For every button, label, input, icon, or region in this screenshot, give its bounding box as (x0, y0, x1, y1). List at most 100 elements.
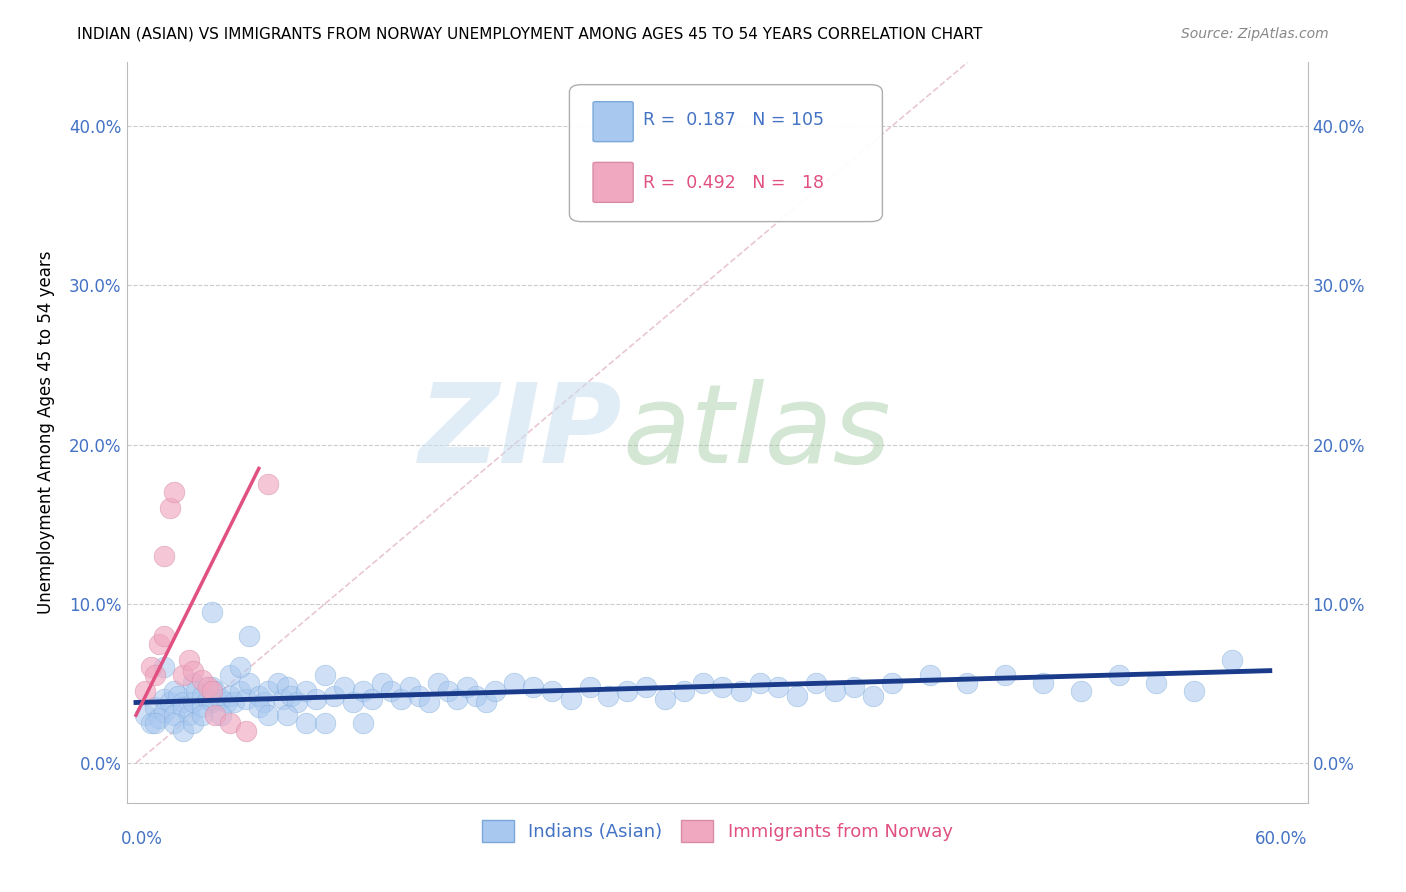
Point (238, 676, 260, 690)
Point (143, 700, 166, 714)
Text: atlas: atlas (623, 379, 891, 486)
Point (172, 696, 194, 710)
Point (191, 700, 214, 714)
Point (824, 684, 846, 698)
Point (139, 660, 162, 674)
Point (560, 692, 582, 706)
Point (219, 689, 242, 703)
Point (238, 629, 260, 643)
Point (352, 716, 374, 731)
Point (172, 700, 194, 714)
Point (273, 692, 295, 706)
Point (159, 501, 181, 516)
Point (956, 676, 979, 690)
Point (333, 680, 356, 694)
Point (172, 668, 194, 682)
Text: 60.0%: 60.0% (1256, 830, 1308, 847)
Point (139, 716, 162, 731)
Point (166, 689, 188, 703)
Point (153, 629, 176, 643)
Point (267, 676, 290, 690)
Point (257, 708, 280, 723)
Point (200, 680, 222, 694)
Point (181, 676, 204, 690)
Point (181, 696, 204, 710)
Point (994, 668, 1017, 682)
Point (153, 549, 176, 563)
Point (134, 708, 156, 723)
Point (181, 716, 204, 731)
Point (484, 684, 506, 698)
Point (352, 684, 374, 698)
Point (342, 696, 364, 710)
Point (295, 684, 318, 698)
Point (143, 668, 166, 682)
Point (219, 716, 242, 731)
Point (229, 684, 252, 698)
FancyBboxPatch shape (593, 102, 633, 142)
Point (503, 676, 526, 690)
Point (672, 684, 695, 698)
Point (446, 692, 468, 706)
Point (191, 673, 214, 688)
Point (806, 676, 828, 690)
Point (191, 689, 214, 703)
Point (578, 680, 600, 694)
Point (235, 724, 257, 739)
Text: R =  0.492   N =   18: R = 0.492 N = 18 (643, 174, 824, 192)
FancyBboxPatch shape (593, 162, 633, 202)
Point (148, 711, 170, 725)
Point (1108, 668, 1130, 682)
Point (163, 708, 186, 723)
Point (257, 684, 280, 698)
Point (880, 676, 903, 690)
Point (285, 696, 308, 710)
Point (163, 716, 186, 731)
Point (247, 689, 270, 703)
Point (204, 708, 226, 723)
Point (654, 692, 676, 706)
Point (219, 668, 242, 682)
Point (918, 668, 941, 682)
Point (181, 664, 204, 678)
Point (159, 696, 181, 710)
Point (361, 692, 384, 706)
Point (1144, 676, 1167, 690)
Point (465, 689, 488, 703)
Point (1032, 676, 1054, 690)
Point (253, 696, 276, 710)
Point (204, 684, 226, 698)
Point (842, 680, 865, 694)
Legend: Indians (Asian), Immigrants from Norway: Indians (Asian), Immigrants from Norway (474, 813, 960, 849)
Point (710, 680, 733, 694)
Point (276, 708, 298, 723)
Point (134, 684, 156, 698)
Point (200, 684, 222, 698)
Point (636, 680, 658, 694)
Point (247, 700, 270, 714)
Point (229, 660, 252, 674)
Point (786, 689, 808, 703)
Point (418, 696, 440, 710)
Point (235, 692, 257, 706)
Point (209, 692, 232, 706)
Text: R =  0.187   N = 105: R = 0.187 N = 105 (643, 112, 824, 129)
Point (177, 708, 200, 723)
Point (148, 637, 170, 651)
Point (389, 692, 412, 706)
Point (616, 684, 638, 698)
Point (295, 716, 318, 731)
Point (200, 696, 222, 710)
Point (163, 684, 186, 698)
Point (314, 668, 336, 682)
Point (200, 605, 222, 619)
Point (862, 689, 884, 703)
Point (1182, 684, 1205, 698)
Point (143, 716, 166, 731)
Point (186, 684, 208, 698)
Point (153, 692, 176, 706)
Point (323, 689, 346, 703)
Point (215, 696, 238, 710)
Point (209, 708, 232, 723)
Point (730, 684, 752, 698)
